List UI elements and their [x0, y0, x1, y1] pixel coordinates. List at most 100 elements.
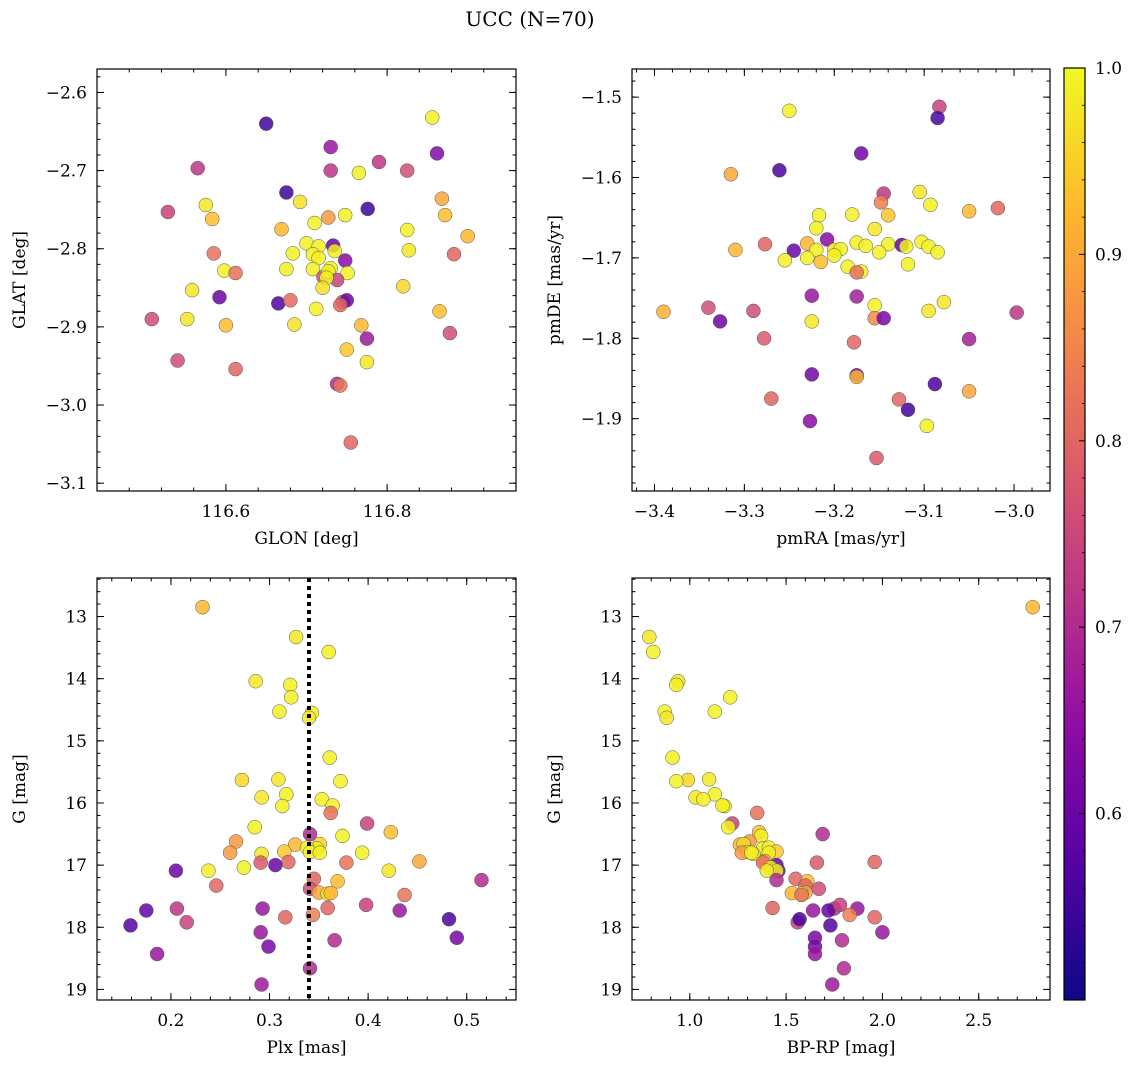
y-tick-label: 16 — [600, 794, 622, 814]
data-point — [305, 261, 321, 277]
data-point — [723, 167, 739, 182]
y-tick-label: −1.7 — [581, 249, 622, 269]
data-point — [744, 845, 759, 860]
y-tick-label: 14 — [65, 670, 87, 690]
axis-ticks — [97, 578, 516, 1000]
colorbar-tick-label: 0.7 — [1095, 618, 1122, 638]
data-point — [218, 318, 234, 333]
data-point — [804, 367, 820, 382]
data-point — [397, 887, 412, 903]
data-point — [253, 925, 268, 940]
data-point — [330, 874, 345, 889]
data-point — [149, 946, 165, 962]
x-axis-label: BP-RP [mag] — [787, 1038, 896, 1058]
data-point — [333, 297, 348, 313]
data-point — [337, 253, 353, 268]
axis-ticks — [632, 69, 1051, 491]
y-tick-label: −3.0 — [46, 396, 87, 416]
data-point — [858, 238, 873, 254]
data-point — [360, 201, 375, 217]
data-points — [123, 599, 489, 992]
data-point — [923, 197, 938, 213]
y-tick-label: −1.6 — [581, 169, 622, 189]
data-point — [834, 933, 850, 948]
data-point — [844, 207, 860, 222]
data-point — [437, 207, 453, 223]
data-point — [873, 195, 889, 210]
data-point — [696, 792, 711, 807]
data-point — [288, 629, 304, 645]
data-point — [283, 690, 299, 705]
data-point — [721, 819, 736, 835]
data-point — [184, 282, 200, 298]
data-point — [395, 279, 411, 294]
data-point — [212, 289, 227, 305]
data-point — [819, 232, 835, 247]
data-point — [446, 246, 462, 262]
data-point — [160, 204, 176, 220]
data-point — [320, 900, 335, 916]
data-point — [206, 246, 222, 261]
data-point — [961, 204, 977, 219]
data-point — [1025, 599, 1040, 615]
data-point — [371, 154, 387, 170]
data-point — [381, 863, 397, 878]
data-point — [701, 772, 717, 787]
data-point — [287, 317, 302, 332]
colorbar-tick-label: 0.9 — [1095, 245, 1122, 265]
data-point — [255, 901, 270, 916]
data-point — [399, 222, 415, 238]
data-point — [222, 845, 238, 860]
data-point — [891, 392, 907, 407]
data-point — [401, 243, 417, 258]
data-point — [170, 353, 185, 368]
data-points — [642, 599, 1040, 992]
data-point — [248, 673, 263, 689]
data-point — [322, 750, 337, 765]
axes-frame — [96, 577, 517, 1001]
data-point — [351, 165, 367, 181]
data-point — [323, 139, 338, 155]
data-point — [642, 629, 657, 645]
figure-title: UCC (N=70) — [465, 7, 594, 31]
data-point — [827, 248, 842, 263]
data-point — [195, 599, 210, 615]
data-point — [867, 298, 882, 313]
x-tick-label: 0.5 — [453, 1011, 480, 1031]
y-tick-label: 18 — [600, 918, 622, 938]
data-point — [665, 750, 680, 765]
y-tick-label: 19 — [600, 980, 622, 1000]
data-point — [247, 819, 262, 835]
data-point — [449, 930, 465, 946]
data-point — [749, 805, 765, 821]
data-point — [279, 185, 294, 200]
data-point — [234, 772, 250, 788]
y-tick-label: 13 — [65, 608, 87, 628]
data-point — [832, 897, 848, 913]
data-point — [399, 163, 415, 178]
axis-ticks — [631, 578, 1050, 1000]
data-point — [327, 243, 342, 259]
data-point — [179, 311, 195, 327]
y-tick-label: −2.8 — [46, 240, 87, 260]
data-point — [354, 318, 369, 333]
x-tick-label: 0.4 — [355, 1011, 382, 1031]
data-point — [900, 257, 916, 272]
data-point — [898, 239, 914, 254]
data-point — [936, 294, 952, 310]
data-point — [323, 885, 338, 901]
axes-frame — [96, 68, 517, 492]
data-point — [961, 331, 977, 347]
data-point — [867, 910, 882, 925]
data-point — [715, 798, 730, 813]
data-point — [757, 236, 773, 252]
data-point — [432, 304, 447, 319]
data-point — [272, 704, 287, 719]
data-point — [315, 280, 330, 296]
data-point — [769, 872, 784, 888]
y-tick-label: 15 — [600, 732, 622, 752]
data-point — [323, 805, 338, 821]
x-axis-label: Plx [mas] — [266, 1038, 346, 1058]
data-point — [782, 103, 797, 119]
